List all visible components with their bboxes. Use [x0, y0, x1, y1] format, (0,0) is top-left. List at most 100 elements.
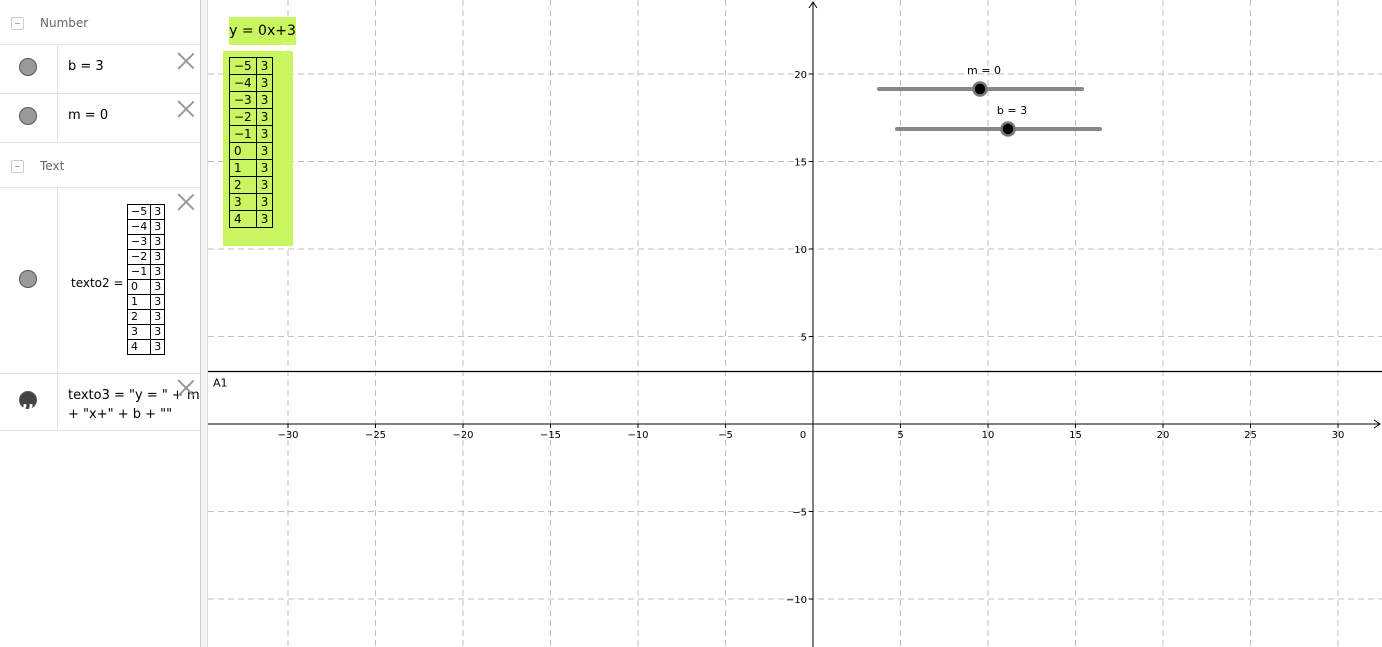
- visibility-toggle[interactable]: [19, 58, 37, 76]
- equation-text[interactable]: y = 0x+3: [229, 17, 296, 45]
- algebra-item[interactable]: b = 3: [0, 45, 200, 94]
- delete-button[interactable]: [177, 100, 195, 118]
- table-cell: 0: [126, 279, 152, 295]
- group-header[interactable]: Text: [0, 143, 200, 188]
- table-cell: 0: [229, 142, 257, 160]
- table-cell: 3: [150, 294, 166, 310]
- x-tick-label: 5: [897, 430, 903, 441]
- graphics-view[interactable]: −30 −25 −20 −15 −10 −5 0 5 10 15 20 25 30−10−5510152…: [208, 0, 1382, 647]
- table-cell: 3: [126, 324, 152, 340]
- table-cell: 1: [126, 294, 152, 310]
- algebra-item[interactable]: ,, texto3 = "y = " + m + "x+" + b + "": [0, 374, 200, 431]
- table-row: −4 3: [229, 74, 274, 92]
- table-cell: −3: [229, 91, 257, 109]
- table-cell: 3: [150, 234, 166, 250]
- value-table: −5 3 −4 3 −3 3 −2 3 −1 3 0 3 1 3 2 3 3 3 4 3: [229, 57, 274, 228]
- table-row: −3 3: [126, 234, 166, 250]
- group-header[interactable]: Number: [0, 0, 200, 45]
- collapse-icon[interactable]: [11, 160, 24, 173]
- table-cell: 4: [229, 210, 257, 228]
- delete-button[interactable]: [177, 193, 195, 211]
- x-tick-label: −10: [627, 430, 648, 441]
- visibility-toggle[interactable]: [19, 107, 37, 125]
- table-cell: 3: [255, 210, 274, 228]
- table-cell: 3: [255, 176, 274, 194]
- x-axis-arrow: [1373, 419, 1381, 429]
- table-cell: −5: [229, 57, 257, 75]
- item-text[interactable]: texto3 = "y = " + m: [68, 388, 200, 403]
- table-cell: 3: [150, 279, 166, 295]
- table-text[interactable]: −5 3 −4 3 −3 3 −2 3 −1 3 0 3 1 3 2 3 3 3 4 3: [223, 51, 293, 246]
- table-cell: 4: [126, 339, 152, 355]
- group-title: Text: [40, 159, 65, 173]
- separator: [57, 45, 58, 93]
- item-text[interactable]: b = 3: [68, 59, 104, 74]
- slider-knob: [972, 81, 988, 97]
- x-tick-label: 10: [982, 430, 995, 441]
- algebra-item[interactable]: m = 0: [0, 94, 200, 143]
- y-axis-arrow: [808, 1, 818, 9]
- table-cell: −3: [126, 234, 152, 250]
- table-cell: 3: [255, 193, 274, 211]
- y-tick-label: 20: [794, 70, 807, 81]
- table-cell: 3: [255, 125, 274, 143]
- y-tick-label: 10: [794, 245, 807, 256]
- table-cell: 3: [255, 108, 274, 126]
- text-icon[interactable]: ,,: [19, 391, 37, 411]
- table-cell: −4: [229, 74, 257, 92]
- table-cell: 1: [229, 159, 257, 177]
- table-cell: 3: [150, 204, 166, 220]
- delete-button[interactable]: [177, 379, 195, 397]
- x-tick-label: 20: [1157, 430, 1170, 441]
- separator: [57, 374, 58, 430]
- collapse-icon[interactable]: [11, 17, 24, 30]
- table-cell: 2: [229, 176, 257, 194]
- table-row: −2 3: [126, 249, 166, 265]
- x-tick-label: 30: [1332, 430, 1345, 441]
- table-cell: −4: [126, 219, 152, 235]
- algebra-view: Number b = 3 m = 0 Text texto2 = −5 3 −4 3−…: [0, 0, 201, 647]
- table-cell: 3: [255, 91, 274, 109]
- table-row: −5 3: [229, 57, 274, 75]
- table-cell: 3: [255, 57, 274, 75]
- group-title: Number: [40, 16, 89, 30]
- slider[interactable]: m = 0: [877, 64, 1084, 97]
- table-cell: 3: [150, 339, 166, 355]
- slider[interactable]: b = 3: [895, 104, 1102, 137]
- y-tick-label: −10: [786, 595, 807, 606]
- table-row: −2 3: [229, 108, 274, 126]
- item-text[interactable]: texto2 =: [71, 276, 124, 290]
- slider-knob: [1000, 121, 1016, 137]
- item-text[interactable]: m = 0: [68, 108, 109, 123]
- x-tick-label: 15: [1069, 430, 1082, 441]
- x-tick-label: −5: [718, 430, 733, 441]
- table-row: −4 3: [126, 219, 166, 235]
- value-table: −5 3 −4 3 −3 3 −2 3 −1 3 0 3 1 3 2 3 3 3 4 3: [126, 204, 166, 355]
- table-row: −5 3: [126, 204, 166, 220]
- slider-label: b = 3: [997, 104, 1027, 117]
- table-cell: 3: [150, 324, 166, 340]
- table-cell: 3: [255, 142, 274, 160]
- table-row: −1 3: [126, 264, 166, 280]
- line-label: A1: [213, 377, 228, 390]
- x-tick-label: −15: [540, 430, 561, 441]
- table-cell: 3: [255, 74, 274, 92]
- visibility-toggle[interactable]: [19, 270, 37, 288]
- delete-button[interactable]: [177, 52, 195, 70]
- slider-label: m = 0: [967, 64, 1001, 77]
- x-tick-label: −20: [452, 430, 473, 441]
- y-tick-label: 15: [794, 158, 807, 169]
- algebra-item[interactable]: texto2 = −5 3 −4 3 −3 3 −2 3 −1 3 0 3 1 3 2 3 3 3 4 3: [0, 188, 200, 374]
- separator: [57, 94, 58, 142]
- item-text[interactable]: + "x+" + b + "": [68, 407, 173, 422]
- panel-divider[interactable]: [201, 0, 208, 647]
- x-tick-label: 25: [1244, 430, 1257, 441]
